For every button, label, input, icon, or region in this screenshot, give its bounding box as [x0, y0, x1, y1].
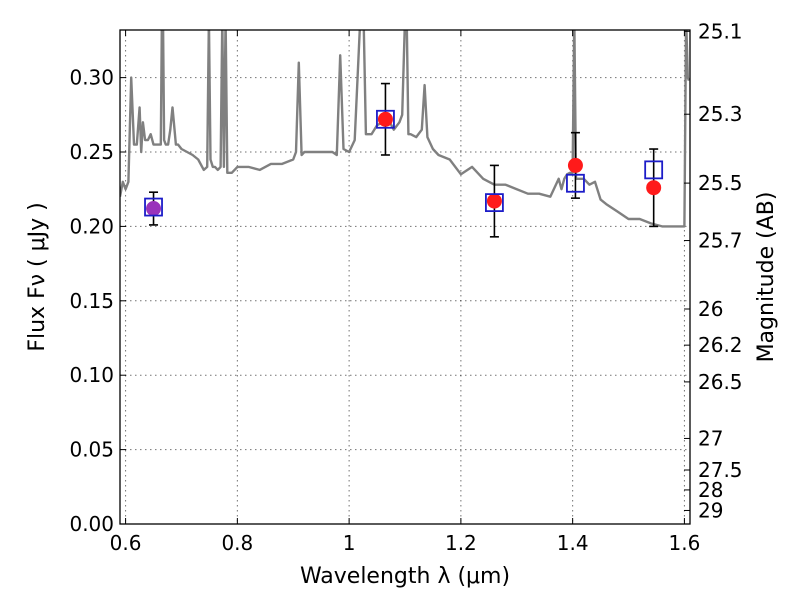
- x-tick-label: 1.2: [445, 531, 477, 555]
- magnitude-tick-label: 26.2: [698, 333, 743, 357]
- y-axis-label: Flux Fν ( μJy ): [25, 202, 50, 351]
- x-tick-label: 1.4: [557, 531, 589, 555]
- y-tick-label: 0.05: [69, 438, 114, 462]
- x-tick-label: 1: [343, 531, 356, 555]
- right-axis-label: Magnitude (AB): [754, 192, 779, 363]
- y-tick-label: 0.10: [69, 363, 114, 387]
- magnitude-tick-label: 25.5: [698, 171, 743, 195]
- magnitude-tick-label: 25.7: [698, 229, 743, 253]
- y-tick-label: 0.00: [69, 512, 114, 536]
- observed-flux-point: [486, 193, 502, 209]
- observed-flux-point: [146, 201, 162, 217]
- magnitude-tick-label: 25.1: [698, 19, 743, 43]
- y-tick-label: 0.20: [69, 214, 114, 238]
- plot-frame: [119, 29, 691, 525]
- magnitude-tick-label: 26: [698, 297, 723, 321]
- magnitude-tick-label: 27: [698, 426, 723, 450]
- x-axis-label: Wavelength λ (μm): [300, 564, 510, 589]
- model-flux-square: [566, 173, 585, 193]
- observed-flux-point: [646, 180, 662, 196]
- observed-flux-point: [377, 111, 393, 127]
- magnitude-tick-label: 27.5: [698, 458, 743, 482]
- magnitude-tick-label: 25.3: [698, 102, 743, 126]
- x-tick-label: 0.6: [110, 531, 142, 555]
- y-tick-label: 0.30: [69, 66, 114, 90]
- plot-area: [120, 30, 690, 228]
- model-flux-square: [485, 193, 504, 213]
- x-tick-label: 0.8: [221, 531, 253, 555]
- magnitude-tick-label: 26.5: [698, 370, 743, 394]
- observed-flux-point: [567, 157, 583, 173]
- x-tick-label: 1.6: [669, 531, 701, 555]
- model-flux-square: [644, 160, 664, 180]
- template-spectrum-line: [120, 30, 690, 228]
- magnitude-tick-label: 28: [698, 478, 723, 502]
- model-flux-square: [376, 109, 395, 129]
- y-tick-label: 0.25: [69, 140, 114, 164]
- magnitude-tick-label: 29: [698, 498, 723, 522]
- error-bars: [144, 82, 664, 238]
- model-flux-square: [144, 197, 163, 217]
- y-tick-label: 0.15: [69, 289, 114, 313]
- axis-ticks: 0.6 0.8 1 1.2 1.4 1.6 0.00 0.05 0.10 0.15 0.20 0.25…: [69, 19, 742, 555]
